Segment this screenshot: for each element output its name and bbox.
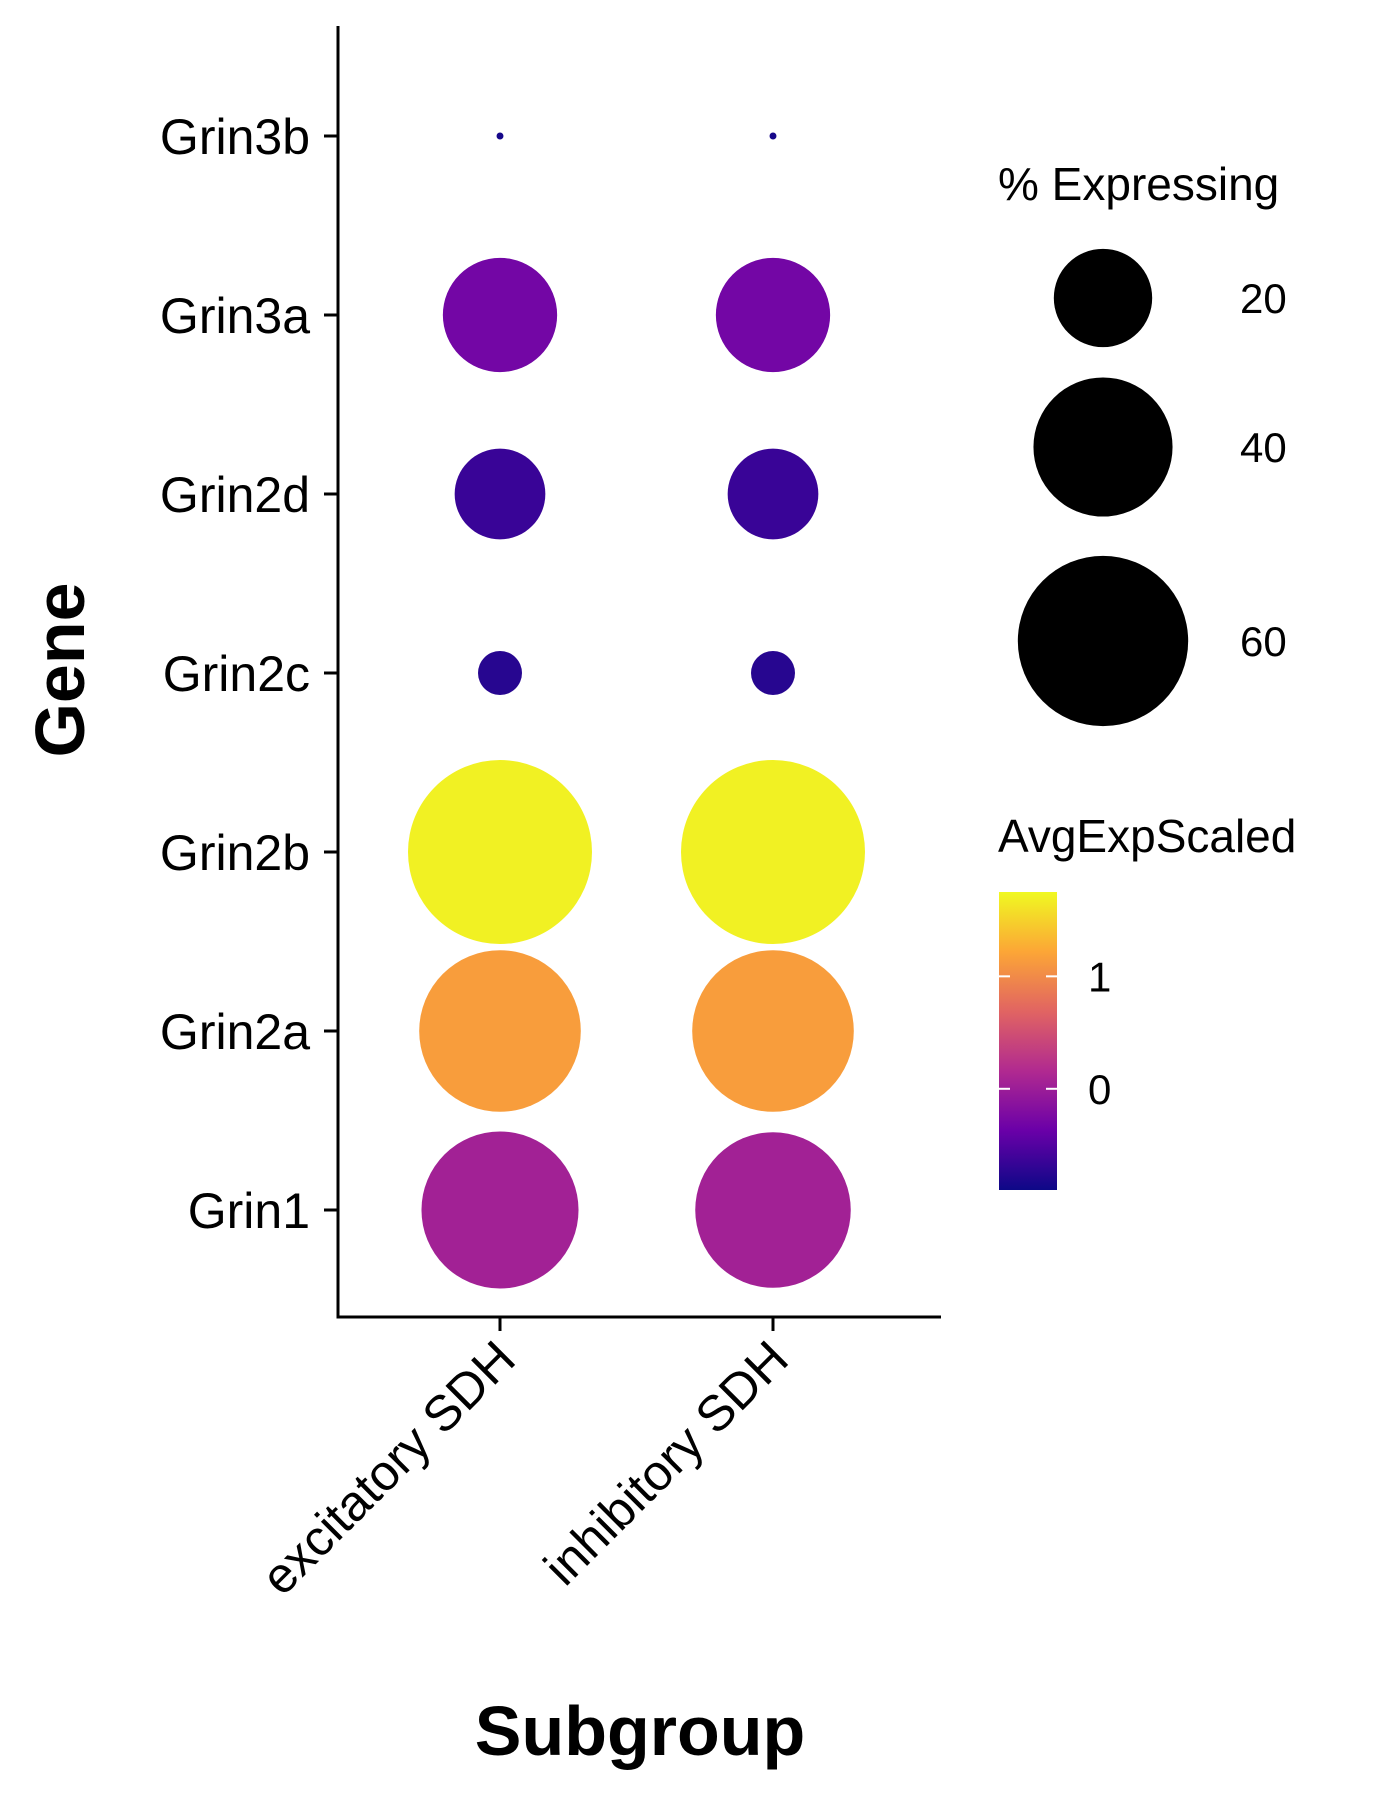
x-tick-label: excitatory SDH xyxy=(250,1330,525,1605)
y-tick-label: Grin2c xyxy=(163,646,310,702)
y-axis-title: Gene xyxy=(21,582,99,757)
dot-grin2a-inhibitory xyxy=(692,950,854,1112)
dot-grin1-inhibitory xyxy=(695,1132,851,1288)
color-legend-title: AvgExpScaled xyxy=(998,810,1296,862)
size-legend-title: % Expressing xyxy=(998,158,1279,210)
dot-grin2b-excitatory xyxy=(408,760,592,944)
dot-grin3a-inhibitory xyxy=(715,257,831,373)
size-legend-dot xyxy=(1053,248,1153,348)
dot-grin2c-excitatory xyxy=(478,651,522,695)
x-axis-title: Subgroup xyxy=(475,1692,805,1770)
dot-grin2d-inhibitory xyxy=(727,448,819,540)
size-legend-dot xyxy=(1033,377,1173,517)
dot-grin3a-excitatory xyxy=(442,257,558,373)
color-bar xyxy=(999,892,1057,1190)
y-tick-label: Grin2b xyxy=(160,825,310,881)
dot-grin3b-inhibitory xyxy=(769,132,777,140)
dot-grin3b-excitatory xyxy=(496,132,504,140)
y-tick-label: Grin2a xyxy=(160,1004,310,1060)
x-tick-label: inhibitory SDH xyxy=(533,1330,799,1596)
dot-grin2b-inhibitory xyxy=(681,760,865,944)
color-legend-label: 0 xyxy=(1088,1066,1111,1113)
dot-grin2a-excitatory xyxy=(419,950,581,1112)
size-legend-label: 40 xyxy=(1240,424,1287,471)
color-legend: AvgExpScaled 0 1 xyxy=(998,810,1296,1190)
y-tick-label: Grin1 xyxy=(188,1183,310,1239)
size-legend-dot xyxy=(1017,555,1189,727)
y-tick-label: Grin3a xyxy=(160,288,310,344)
dot-grin2d-excitatory xyxy=(454,448,546,540)
size-legend-label: 60 xyxy=(1240,618,1287,665)
dot-series xyxy=(408,132,865,1289)
dot-grin2c-inhibitory xyxy=(751,651,795,695)
y-tick-label: Grin2d xyxy=(160,467,310,523)
size-legend: % Expressing 20 40 60 xyxy=(998,158,1287,727)
color-legend-label: 1 xyxy=(1088,953,1111,1000)
y-axis-ticks: Grin1 Grin2a Grin2b Grin2c Grin2d Grin3a Grin3… xyxy=(160,109,338,1239)
dot-grin1-excitatory xyxy=(421,1131,579,1289)
x-axis-ticks: excitatory SDH inhibitory SDH xyxy=(250,1317,799,1606)
size-legend-label: 20 xyxy=(1240,275,1287,322)
y-tick-label: Grin3b xyxy=(160,109,310,165)
